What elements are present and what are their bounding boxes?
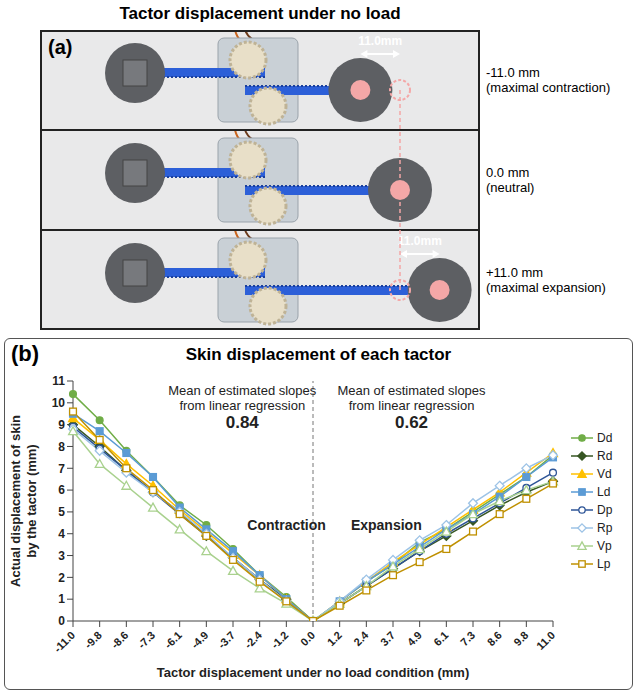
html-text:0.62: 0.62 — [395, 413, 429, 432]
html-text:Vp: Vp — [597, 539, 612, 553]
html-text:0.0 mm: 0.0 mm — [486, 165, 530, 180]
svg-text:11.0mm: 11.0mm — [398, 234, 442, 248]
svg-text:-2.4: -2.4 — [242, 628, 265, 651]
html-text:from linear regression: from linear regression — [179, 398, 306, 413]
html-text:Mean of estimated slopes: Mean of estimated slopes — [168, 383, 317, 398]
html-text:Contraction: Contraction — [247, 517, 326, 533]
svg-text:by the tactor (mm): by the tactor (mm) — [24, 444, 39, 557]
html-text:(neutral): (neutral) — [486, 180, 535, 195]
svg-text:1: 1 — [58, 592, 65, 606]
html-text:(maximal contraction): (maximal contraction) — [486, 80, 611, 95]
svg-text:Actual displacement of skin: Actual displacement of skin — [8, 415, 23, 587]
svg-text:-7.3: -7.3 — [135, 629, 157, 651]
svg-text:7.3: 7.3 — [458, 629, 477, 648]
svg-text:6: 6 — [58, 483, 65, 497]
svg-text:-9.8: -9.8 — [82, 629, 104, 651]
svg-text:6.1: 6.1 — [431, 629, 450, 648]
svg-text:1.2: 1.2 — [325, 629, 344, 648]
svg-text:3: 3 — [58, 549, 65, 563]
html-text:Lp: Lp — [597, 557, 611, 571]
html-text:Mean of estimated slopes: Mean of estimated slopes — [337, 383, 486, 398]
html-text:-11.0 mm: -11.0 mm — [486, 65, 540, 80]
html-text:Tactor displacement under no l: Tactor displacement under no load — [119, 4, 401, 23]
svg-text:8: 8 — [58, 440, 65, 454]
svg-text:10: 10 — [52, 396, 66, 410]
svg-text:11.0: 11.0 — [534, 629, 557, 652]
html-text:Ld: Ld — [597, 485, 611, 499]
svg-text:11: 11 — [52, 374, 65, 388]
html-text:Skin displacement of each tact: Skin displacement of each tactor — [185, 345, 452, 364]
html-text:0.84: 0.84 — [225, 413, 259, 432]
html-text:(b): (b) — [11, 341, 40, 366]
html-text:Dp: Dp — [597, 503, 613, 517]
svg-text:0.0: 0.0 — [298, 629, 317, 648]
html-text:Rp: Rp — [597, 521, 613, 535]
svg-text:8.6: 8.6 — [485, 629, 504, 648]
html-text:Vd: Vd — [597, 467, 612, 481]
svg-text:-1.2: -1.2 — [269, 629, 291, 651]
svg-text:(a): (a) — [48, 36, 72, 58]
svg-text:4: 4 — [58, 527, 65, 541]
html-text:(maximal expansion): (maximal expansion) — [486, 280, 606, 295]
html-text:Rd: Rd — [597, 449, 613, 463]
html-text:Tactor displacement under no l: Tactor displacement under no load condit… — [156, 665, 470, 680]
svg-text:9.8: 9.8 — [511, 629, 530, 648]
svg-text:0: 0 — [58, 614, 65, 628]
svg-text:-6.1: -6.1 — [162, 629, 184, 651]
svg-text:3.7: 3.7 — [378, 629, 397, 648]
svg-text:-11.0: -11.0 — [51, 629, 77, 655]
html-text:+11.0 mm: +11.0 mm — [486, 265, 544, 280]
svg-text:7: 7 — [58, 462, 65, 476]
html-text:Expansion: Expansion — [350, 517, 422, 533]
html-text:Dd: Dd — [597, 431, 613, 445]
svg-text:-3.7: -3.7 — [215, 629, 237, 651]
svg-text:2.4: 2.4 — [351, 628, 371, 648]
svg-text:4.9: 4.9 — [405, 629, 424, 648]
svg-text:5: 5 — [58, 505, 65, 519]
svg-text:11.0mm: 11.0mm — [358, 34, 402, 48]
svg-text:-8.6: -8.6 — [109, 629, 131, 651]
svg-text:2: 2 — [58, 571, 65, 585]
svg-text:-4.9: -4.9 — [189, 629, 211, 651]
html-text:from linear regression: from linear regression — [348, 398, 475, 413]
svg-text:9: 9 — [58, 418, 65, 432]
